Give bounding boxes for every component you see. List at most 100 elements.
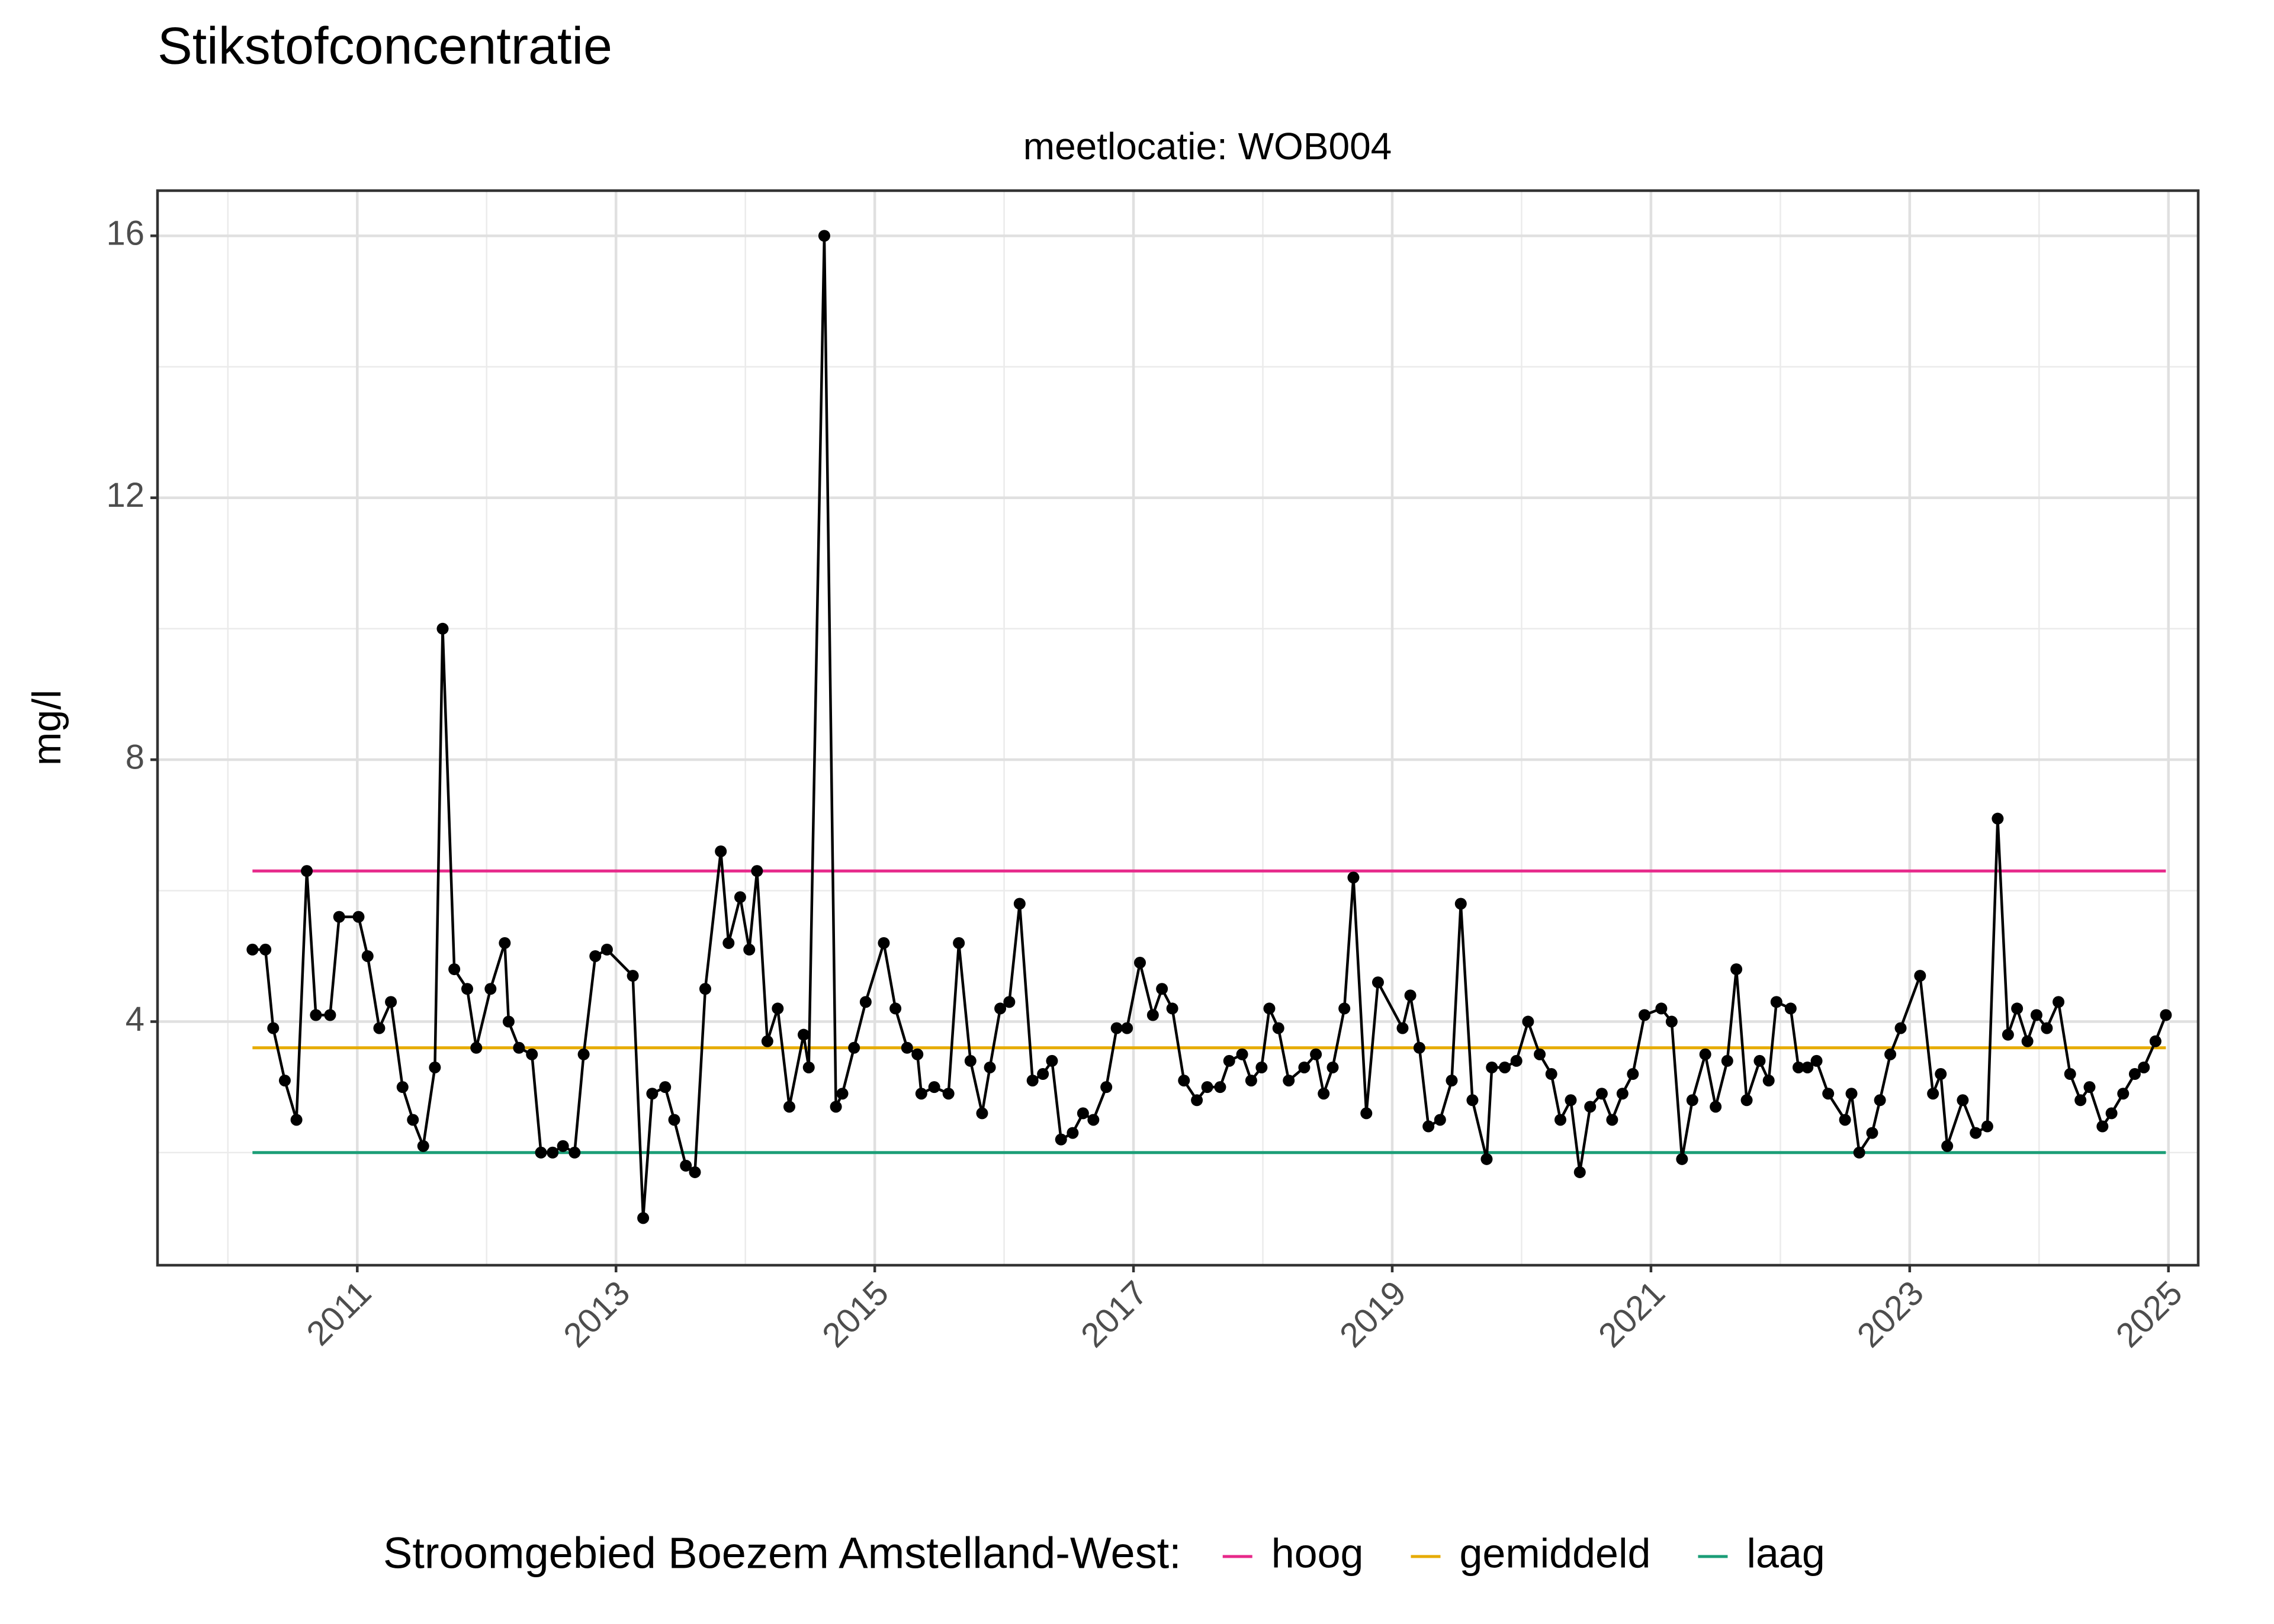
- data-point: [901, 1041, 913, 1054]
- data-point: [2096, 1120, 2109, 1133]
- data-point: [1480, 1153, 1493, 1165]
- data-point: [1606, 1114, 1618, 1126]
- legend-label: laag: [1746, 1530, 1825, 1576]
- data-point: [1866, 1127, 1878, 1139]
- data-point: [1914, 970, 1926, 982]
- data-point: [1845, 1088, 1858, 1100]
- data-point: [1191, 1094, 1203, 1107]
- data-point: [2053, 996, 2065, 1008]
- data-point: [461, 983, 473, 995]
- data-point: [1360, 1107, 1373, 1120]
- data-point: [448, 963, 461, 976]
- y-tick-label: 16: [106, 214, 144, 253]
- data-point: [911, 1048, 924, 1060]
- data-point: [1003, 996, 1016, 1008]
- data-point: [436, 622, 449, 635]
- data-point: [761, 1035, 773, 1047]
- data-point: [2041, 1022, 2053, 1034]
- data-point: [1245, 1075, 1257, 1087]
- data-point: [385, 996, 397, 1008]
- data-point: [1454, 898, 1467, 910]
- data-point: [1077, 1107, 1089, 1120]
- data-point: [722, 937, 735, 949]
- data-point: [1534, 1048, 1546, 1060]
- data-point: [2128, 1068, 2141, 1080]
- data-point: [1699, 1048, 1711, 1060]
- chart-subtitle: meetlocatie: WOB004: [1023, 125, 1392, 168]
- data-point: [589, 950, 602, 962]
- data-point: [1446, 1075, 1458, 1087]
- data-point: [1046, 1054, 1058, 1067]
- data-point: [2021, 1035, 2034, 1047]
- data-point: [568, 1146, 581, 1159]
- data-point: [1721, 1054, 1733, 1067]
- data-point: [1466, 1094, 1479, 1107]
- data-point: [1283, 1075, 1295, 1087]
- data-point: [1255, 1061, 1268, 1073]
- data-point: [1404, 989, 1417, 1002]
- data-point: [680, 1159, 692, 1172]
- data-point: [1874, 1094, 1886, 1107]
- data-point: [1853, 1146, 1865, 1159]
- data-point: [818, 230, 830, 242]
- data-point: [734, 891, 746, 903]
- data-point: [417, 1140, 429, 1152]
- data-point: [1941, 1140, 1954, 1152]
- data-point: [1214, 1081, 1226, 1094]
- data-point: [2011, 1002, 2024, 1015]
- data-point: [1013, 898, 1026, 910]
- data-point: [928, 1081, 940, 1094]
- data-point: [373, 1022, 386, 1034]
- data-point: [2083, 1081, 2096, 1094]
- data-point: [1792, 1061, 1804, 1073]
- data-point: [2117, 1088, 2130, 1100]
- data-point: [1326, 1061, 1339, 1073]
- data-point: [751, 865, 763, 877]
- data-point: [1595, 1088, 1608, 1100]
- data-point: [513, 1041, 525, 1054]
- chart-title: Stikstofconcentratie: [158, 16, 612, 75]
- data-point: [499, 937, 511, 949]
- data-point: [994, 1002, 1007, 1015]
- data-point: [1510, 1054, 1523, 1067]
- legend-title: Stroomgebied Boezem Amstelland-West:: [383, 1529, 1181, 1578]
- data-point: [1372, 976, 1384, 989]
- data-point: [783, 1101, 795, 1113]
- data-point: [715, 845, 727, 857]
- data-point: [429, 1061, 441, 1073]
- data-point: [1935, 1068, 1947, 1080]
- panel-border: [156, 189, 2200, 1267]
- data-point: [646, 1088, 659, 1100]
- data-point: [547, 1146, 559, 1159]
- data-point: [2030, 1009, 2042, 1021]
- data-point: [953, 937, 965, 949]
- data-point: [1565, 1094, 1577, 1107]
- data-point: [1499, 1061, 1511, 1073]
- data-point: [1740, 1094, 1753, 1107]
- data-point: [1770, 996, 1782, 1008]
- data-point: [772, 1002, 784, 1015]
- data-point: [1422, 1120, 1435, 1133]
- data-point: [964, 1054, 977, 1067]
- data-point: [1338, 1002, 1351, 1015]
- data-point: [1133, 957, 1146, 969]
- data-point: [915, 1088, 927, 1100]
- data-point: [848, 1041, 860, 1054]
- data-point: [1413, 1041, 1425, 1054]
- data-point: [1166, 1002, 1178, 1015]
- data-point: [333, 911, 345, 923]
- data-point: [1894, 1022, 1907, 1034]
- data-point: [627, 970, 639, 982]
- data-point: [1347, 872, 1360, 884]
- data-point: [1992, 812, 2004, 825]
- data-point: [1981, 1120, 1993, 1133]
- data-point: [1957, 1094, 1969, 1107]
- data-point: [1584, 1101, 1597, 1113]
- data-point: [1201, 1081, 1213, 1094]
- data-point: [1676, 1153, 1688, 1165]
- data-point: [1087, 1114, 1100, 1126]
- grid: [158, 191, 2198, 1265]
- data-point: [1753, 1054, 1766, 1067]
